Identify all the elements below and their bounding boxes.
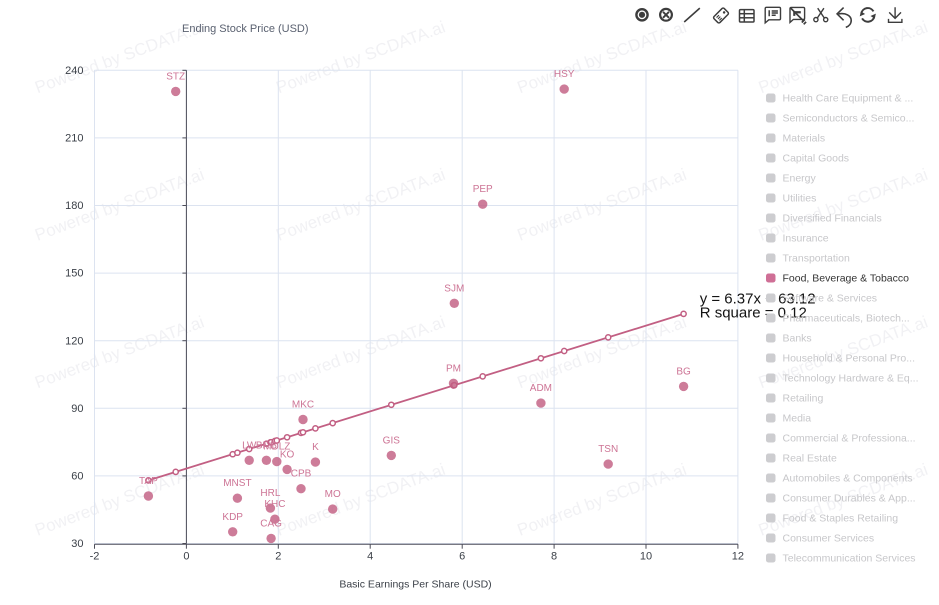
svg-text:Real Estate: Real Estate [783, 453, 837, 465]
svg-text:Powered by SCDATA.ai: Powered by SCDATA.ai [515, 165, 689, 245]
svg-text:Retailing: Retailing [783, 393, 824, 405]
svg-text:30: 30 [71, 538, 83, 550]
svg-text:Ending Stock Price (USD): Ending Stock Price (USD) [182, 23, 309, 35]
svg-text:MO: MO [325, 489, 341, 500]
svg-text:180: 180 [65, 200, 83, 212]
svg-text:KO: KO [280, 449, 295, 460]
svg-text:Transportation: Transportation [783, 253, 850, 265]
svg-text:Energy: Energy [783, 173, 817, 185]
svg-text:10: 10 [640, 551, 652, 563]
svg-text:12: 12 [732, 551, 744, 563]
svg-text:Banks: Banks [783, 333, 812, 345]
svg-text:Powered by SCDATA.ai: Powered by SCDATA.ai [515, 312, 689, 392]
svg-text:Automobiles & Components: Automobiles & Components [783, 473, 913, 485]
svg-text:Software & Services: Software & Services [783, 293, 878, 305]
svg-text:Powered by SCDATA.ai: Powered by SCDATA.ai [32, 312, 206, 392]
svg-text:CAG: CAG [260, 518, 282, 529]
svg-text:MKC: MKC [292, 400, 314, 411]
svg-text:Semiconductors & Semico...: Semiconductors & Semico... [783, 113, 915, 125]
svg-text:Media: Media [783, 413, 812, 425]
svg-text:Telecommunication Services: Telecommunication Services [783, 553, 916, 565]
svg-text:SJM: SJM [444, 283, 464, 294]
svg-text:Consumer Durables & App...: Consumer Durables & App... [783, 493, 916, 505]
svg-text:Powered by SCDATA.ai: Powered by SCDATA.ai [32, 17, 206, 97]
svg-text:TSN: TSN [598, 444, 618, 455]
svg-text:KDP: KDP [222, 512, 243, 523]
svg-text:6: 6 [459, 551, 465, 563]
svg-text:Food & Staples Retailing: Food & Staples Retailing [783, 513, 899, 525]
svg-text:Consumer Services: Consumer Services [783, 533, 875, 545]
svg-text:Powered by SCDATA.ai: Powered by SCDATA.ai [32, 165, 206, 245]
svg-text:CPB: CPB [291, 469, 312, 480]
svg-text:Technology Hardware & Eq...: Technology Hardware & Eq... [783, 373, 919, 385]
svg-text:y = 6.37x + 63.12: y = 6.37x + 63.12 [700, 291, 816, 308]
svg-text:Powered by SCDATA.ai: Powered by SCDATA.ai [273, 165, 447, 245]
svg-text:LW: LW [242, 440, 257, 451]
svg-text:ADM: ADM [530, 383, 552, 394]
svg-text:HSY: HSY [554, 69, 575, 80]
svg-text:PM: PM [446, 363, 461, 374]
svg-text:Household & Personal Pro...: Household & Personal Pro... [783, 353, 916, 365]
svg-text:Powered by SCDATA.ai: Powered by SCDATA.ai [32, 460, 206, 540]
svg-text:60: 60 [71, 471, 83, 483]
svg-text:HRL: HRL [260, 488, 280, 499]
svg-text:Diversified Financials: Diversified Financials [783, 213, 882, 225]
svg-text:TAP: TAP [139, 476, 158, 487]
svg-text:Powered by SCDATA.ai: Powered by SCDATA.ai [756, 17, 930, 97]
svg-text:Capital Goods: Capital Goods [783, 153, 850, 165]
svg-text:BF.B: BF.B [256, 440, 277, 451]
svg-text:R square = 0.12: R square = 0.12 [700, 305, 807, 322]
svg-text:0: 0 [183, 551, 189, 563]
svg-text:4: 4 [367, 551, 373, 563]
svg-text:MDLZ: MDLZ [263, 442, 290, 453]
svg-text:210: 210 [65, 133, 83, 145]
svg-text:-2: -2 [90, 551, 100, 563]
svg-text:Health Care Equipment & ...: Health Care Equipment & ... [783, 93, 914, 105]
svg-text:Powered by SCDATA.ai: Powered by SCDATA.ai [273, 312, 447, 392]
svg-text:K: K [312, 442, 319, 453]
svg-text:KHC: KHC [264, 499, 285, 510]
svg-text:Food, Beverage & Tobacco: Food, Beverage & Tobacco [783, 273, 910, 285]
svg-text:2: 2 [275, 551, 281, 563]
svg-text:Powered by SCDATA.ai: Powered by SCDATA.ai [515, 17, 689, 97]
svg-text:240: 240 [65, 65, 83, 77]
svg-text:Basic Earnings Per Share (USD): Basic Earnings Per Share (USD) [339, 579, 491, 591]
svg-text:120: 120 [65, 335, 83, 347]
svg-text:Pharmaceuticals, Biotech...: Pharmaceuticals, Biotech... [783, 313, 910, 325]
svg-text:150: 150 [65, 268, 83, 280]
svg-text:90: 90 [71, 403, 83, 415]
svg-text:MNST: MNST [223, 478, 251, 489]
svg-text:PEP: PEP [473, 184, 493, 195]
svg-text:Commercial & Professiona...: Commercial & Professiona... [783, 433, 916, 445]
svg-text:Utilities: Utilities [783, 193, 817, 205]
svg-text:BG: BG [676, 366, 691, 377]
svg-text:Materials: Materials [783, 133, 826, 145]
svg-text:GIS: GIS [383, 435, 401, 446]
svg-text:Powered by SCDATA.ai: Powered by SCDATA.ai [515, 460, 689, 540]
svg-text:STZ: STZ [166, 71, 185, 82]
svg-text:Insurance: Insurance [783, 233, 829, 245]
svg-text:8: 8 [551, 551, 557, 563]
